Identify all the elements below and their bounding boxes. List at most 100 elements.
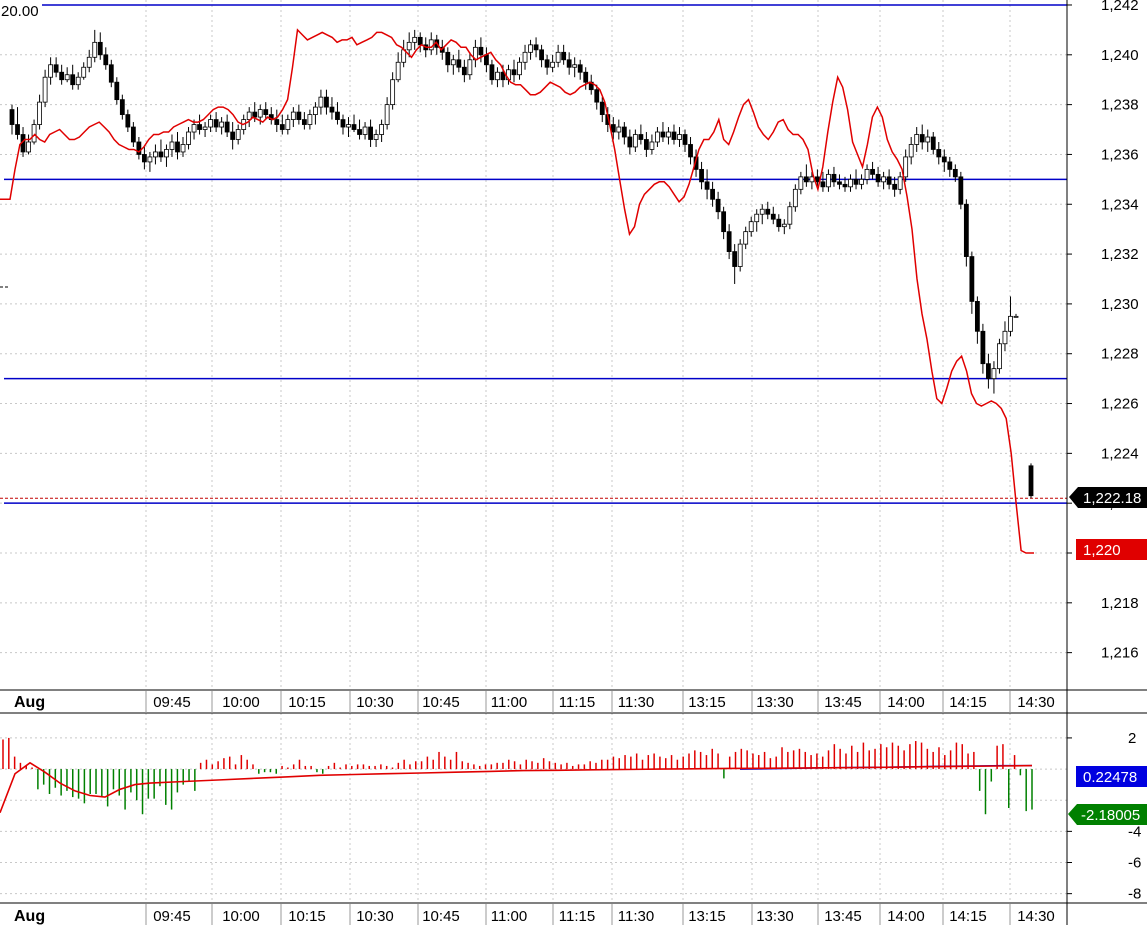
candle [908,137,914,165]
candle [417,32,423,53]
candle-body [263,109,269,115]
time-axis-label: 10:30 [356,908,394,925]
candle [594,84,600,110]
candle [335,102,340,125]
oscillator-green-badge-text: -2.18005 [1081,807,1140,824]
candle-body [197,124,202,130]
candle-body [539,49,544,61]
candle-body [53,64,59,73]
candle [26,134,31,155]
last-price-badge: 1,222.18 [1069,487,1147,508]
candle-body [908,144,914,158]
candle-body [991,368,997,380]
candle [75,72,81,90]
candle-body [511,69,517,76]
candle [235,124,241,145]
candle [97,32,103,60]
candle [362,122,368,140]
candle-body [489,64,495,81]
time-axis-label: 10:30 [356,694,394,711]
candle-body [952,168,958,178]
candle-body [699,168,704,183]
candle [357,119,362,140]
candle-body [42,76,48,103]
candle-body [743,231,749,245]
last-price-badge-text: 1,222.18 [1083,490,1141,507]
candle-body [70,74,76,86]
candle [528,39,533,60]
candle [384,97,390,130]
candle [572,57,578,78]
candle [677,127,682,147]
candle [583,67,589,90]
candle-body [59,71,65,81]
candle-body [919,134,925,143]
candle-body [257,109,263,118]
candle [230,122,236,150]
candle-body [417,36,423,46]
candle-body [15,124,20,135]
candle-body [599,101,605,115]
time-axis-label: 13:30 [756,694,794,711]
candle-body [643,139,649,150]
candle-body [577,64,583,73]
candle-body [660,131,666,138]
candle [467,52,473,80]
candle-body [213,119,219,128]
candle-body [406,41,412,51]
candle-body [947,161,953,170]
time-axis-label: 11:00 [491,908,527,925]
candle-body [395,61,401,81]
candle-body [125,114,131,128]
time-axis-oscillator-pane[interactable]: 09:45 10:00 10:15 10:30 10:45 11:00 11:15 11:30… [145,904,1055,926]
candle [208,114,213,133]
candle-body [252,111,258,118]
candle-body [765,208,771,215]
candle [566,52,572,75]
candle [329,97,335,120]
candle [759,204,765,225]
time-axis-label: 13:15 [688,908,726,925]
candle [456,49,462,73]
candle [555,44,561,68]
candle-body [301,119,307,125]
candle [682,129,688,152]
candle [147,151,153,172]
time-axis-label: 13:30 [756,908,794,925]
candle [616,119,622,140]
oscillator-blue-badge: 0.22478 [1076,766,1147,787]
candle [864,164,870,185]
candle-body [897,176,903,190]
candle-body [119,99,125,115]
oscillator-axis[interactable]: 2 -4 -6 -8 [1067,730,1141,903]
candle-body [285,119,291,130]
candle-body [31,124,37,143]
candle [81,62,87,80]
candle-body [522,51,528,63]
candle [897,171,903,195]
price-axis-label: 1,238 [1101,97,1139,114]
candle [660,122,666,142]
candle-body [92,41,98,58]
candle-body [373,134,379,140]
candle-body [715,198,721,213]
candle-body [191,124,197,133]
candle [903,149,909,182]
candle [219,117,225,135]
time-axis-label: 10:45 [422,694,460,711]
candle [445,47,451,73]
price-axis-label: 1,230 [1101,296,1139,313]
candle [599,97,605,123]
candle-body [158,151,164,158]
candle [776,214,782,232]
candle [368,119,373,147]
candle-body [892,183,898,190]
time-axis-label: 14:00 [887,908,925,925]
candle-body [130,126,136,143]
oscillator-axis-label: 2 [1128,730,1136,747]
candle-body [776,218,782,228]
candle [699,161,704,190]
time-axis-price-pane[interactable]: 09:45 10:00 10:15 10:30 10:45 11:00 11:15 11:30… [145,691,1055,713]
